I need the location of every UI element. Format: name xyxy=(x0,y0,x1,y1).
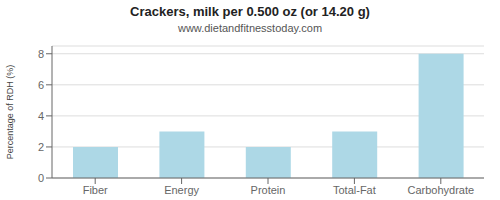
svg-text:Total-Fat: Total-Fat xyxy=(333,184,376,196)
svg-text:6: 6 xyxy=(38,79,44,91)
svg-text:4: 4 xyxy=(38,110,44,122)
html-text:Crackers, milk per 0.500 oz (o: Crackers, milk per 0.500 oz (or 14.20 g) xyxy=(130,4,370,19)
svg-text:2: 2 xyxy=(38,141,44,153)
svg-text:0: 0 xyxy=(38,172,44,184)
html-text:www.dietandfitnesstoday.com: www.dietandfitnesstoday.com xyxy=(178,22,322,34)
svg-text:Fiber: Fiber xyxy=(83,184,108,196)
svg-text:8: 8 xyxy=(38,48,44,60)
svg-text:Percentage of RDH (%): Percentage of RDH (%) xyxy=(8,65,15,160)
svg-text:Energy: Energy xyxy=(164,184,199,196)
svg-text:Protein: Protein xyxy=(251,184,286,196)
svg-text:Carbohydrate: Carbohydrate xyxy=(407,184,474,196)
